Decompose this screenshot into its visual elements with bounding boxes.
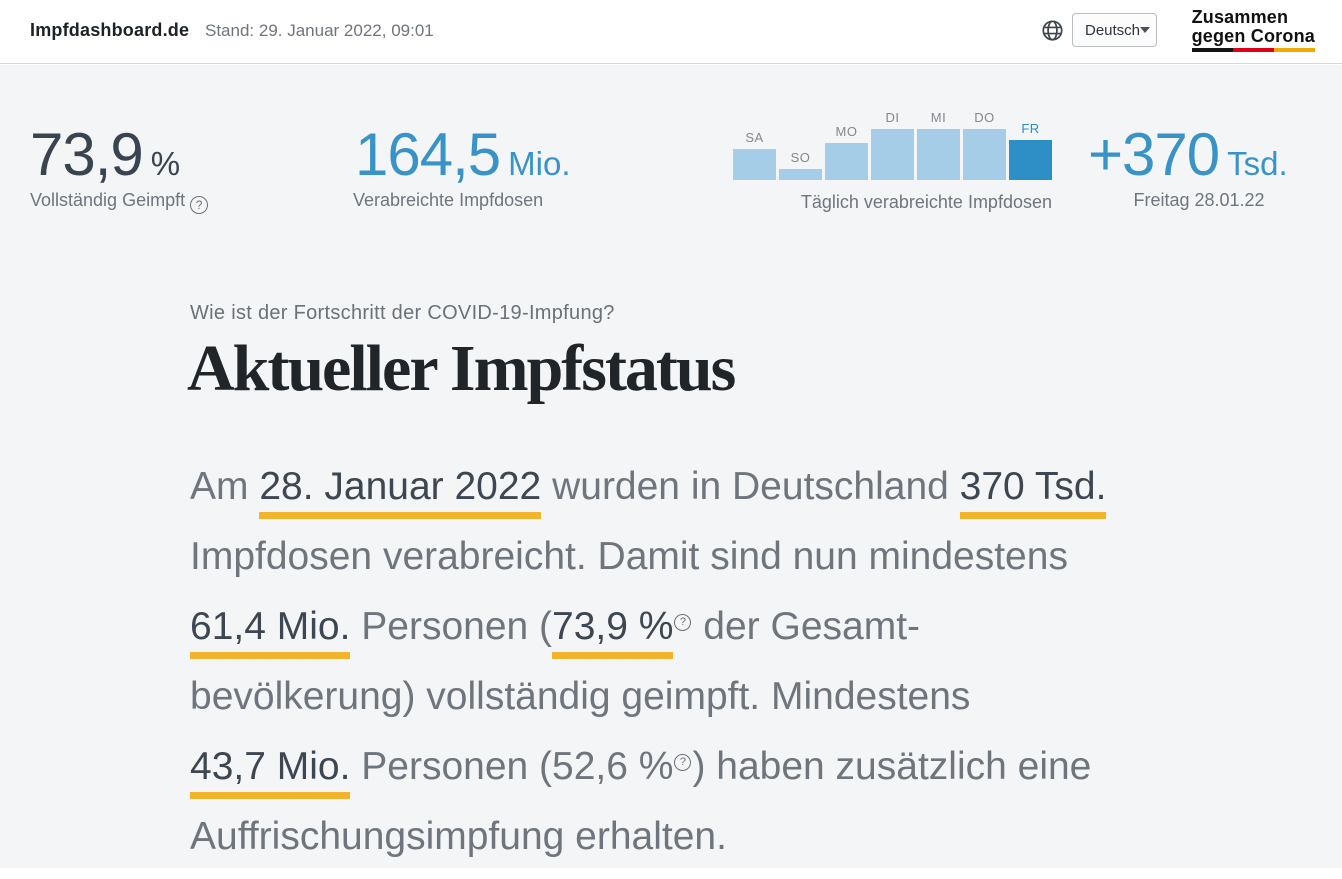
highlighted-text: 61,4 Mio. (190, 605, 351, 659)
paragraph-text: Impfdosen verabreicht. Damit sind nun mi… (190, 535, 1068, 578)
stat-fully-vaccinated-label: Vollständig Geimpft? (30, 190, 209, 214)
logo-line2: gegen Corona (1191, 26, 1315, 46)
total-doses-unit: Mio. (508, 145, 571, 182)
paragraph-text: Personen ( (350, 605, 553, 648)
bar-column-mo: MO (825, 124, 868, 180)
paragraph-text: wurden in Deutschland (541, 465, 960, 508)
paragraph-text: Am (190, 465, 260, 508)
page-title: Aktueller Impfstatus (187, 332, 736, 405)
highlighted-text: 28. Januar 2022 (259, 465, 542, 519)
question-mark-icon[interactable]: ? (674, 613, 692, 631)
paragraph-text: ) haben zusätzlich eine (692, 745, 1092, 788)
top-navbar: Impfdashboard.de Stand: 29. Januar 2022,… (0, 0, 1342, 64)
paragraph-text: der Gesamt- (692, 605, 921, 648)
chevron-down-icon (1140, 27, 1151, 33)
daily-doses-chart-caption: Täglich verabreichte Impfdosen (800, 192, 1052, 212)
globe-icon[interactable] (1041, 19, 1064, 42)
fully-vaccinated-unit: % (150, 145, 181, 182)
next-section-edge (0, 868, 1342, 879)
paragraph-line-3: 61,4 Mio. Personen (73,9 %? der Gesamt- (190, 592, 1106, 662)
chart-bar-mo[interactable] (825, 143, 868, 180)
paragraph-line-5: 43,7 Mio. Personen (52,6 %?) haben zusät… (190, 732, 1106, 802)
fully-vaccinated-label-text: Vollständig Geimpft (30, 190, 186, 210)
impfstatus-paragraph: Am 28. Januar 2022 wurden in Deutschland… (190, 452, 1107, 872)
total-doses-number: 164,5 (355, 121, 501, 188)
german-flag-bar (1191, 48, 1315, 52)
daily-doses-chart-bars: SA SO MO DI MI DO FR (733, 103, 1052, 180)
flag-red-segment (1232, 48, 1274, 52)
logo-line1: Zusammen (1191, 7, 1289, 27)
paragraph-line-2: Impfdosen verabreicht. Damit sind nun mi… (190, 522, 1106, 592)
bar-column-mi: MI (917, 110, 960, 180)
zusammen-gegen-corona-logo[interactable]: Zusammen gegen Corona (1191, 7, 1315, 52)
chart-bar-so[interactable] (779, 169, 822, 180)
paragraph-line-1: Am 28. Januar 2022 wurden in Deutschland… (190, 452, 1107, 522)
bar-label-mo: MO (835, 124, 858, 139)
chart-bar-di[interactable] (871, 129, 914, 180)
stat-total-doses-label: Verabreichte Impfdosen (353, 190, 544, 210)
bar-label-mi: MI (930, 110, 947, 125)
bar-label-so: SO (790, 150, 811, 165)
paragraph-text: Personen (52,6 % (350, 745, 674, 788)
stat-fully-vaccinated-value: 73,9% (30, 125, 180, 194)
stat-total-doses-value: 164,5 Mio. (355, 125, 571, 194)
data-timestamp: Stand: 29. Januar 2022, 09:01 (205, 21, 434, 40)
bar-label-di: DI (885, 110, 900, 125)
highlighted-text: 370 Tsd. (959, 465, 1107, 519)
bar-column-so: SO (779, 150, 822, 180)
flag-black-segment (1191, 48, 1233, 52)
chart-bar-do[interactable] (963, 129, 1006, 180)
section-eyebrow: Wie ist der Fortschritt der COVID-19-Imp… (190, 302, 615, 324)
language-dropdown[interactable]: Deutsch (1072, 13, 1157, 47)
stat-daily-delta-value: +370 Tsd. (1088, 125, 1288, 194)
question-mark-icon[interactable]: ? (190, 196, 209, 214)
stat-daily-delta-label: Freitag 28.01.22 (1133, 190, 1265, 210)
daily-delta-number: +370 (1088, 121, 1220, 188)
fully-vaccinated-number: 73,9 (30, 121, 144, 188)
question-mark-icon[interactable]: ? (674, 753, 692, 771)
language-selected: Deutsch (1085, 21, 1141, 39)
main-section-background (0, 65, 1342, 868)
daily-delta-unit: Tsd. (1227, 145, 1288, 182)
daily-doses-chart: SA SO MO DI MI DO FR Täglich verabreichte Impf… (733, 103, 1052, 213)
paragraph-line-6: Auffrischungsimpfung erhalten. (190, 802, 1106, 872)
paragraph-text: Auffrischungsimpfung erhalten. (190, 815, 727, 858)
highlighted-text: 73,9 % (552, 605, 674, 659)
bar-label-fr: FR (1021, 121, 1040, 136)
bar-label-do: DO (974, 110, 995, 125)
chart-bar-fr[interactable] (1009, 140, 1052, 180)
paragraph-line-4: bevölkerung) vollständig geimpft. Mindes… (190, 662, 1106, 732)
site-brand-link[interactable]: Impfdashboard.de (30, 20, 190, 40)
flag-gold-segment (1273, 48, 1315, 52)
chart-bar-sa[interactable] (733, 149, 776, 180)
bar-label-sa: SA (745, 130, 764, 145)
bar-column-do: DO (963, 110, 1006, 180)
bar-column-fr: FR (1009, 121, 1052, 180)
bar-column-sa: SA (733, 130, 776, 180)
chart-bar-mi[interactable] (917, 129, 960, 180)
bar-column-di: DI (871, 110, 914, 180)
paragraph-text: bevölkerung) vollständig geimpft. Mindes… (190, 675, 971, 718)
highlighted-text: 43,7 Mio. (190, 745, 351, 799)
